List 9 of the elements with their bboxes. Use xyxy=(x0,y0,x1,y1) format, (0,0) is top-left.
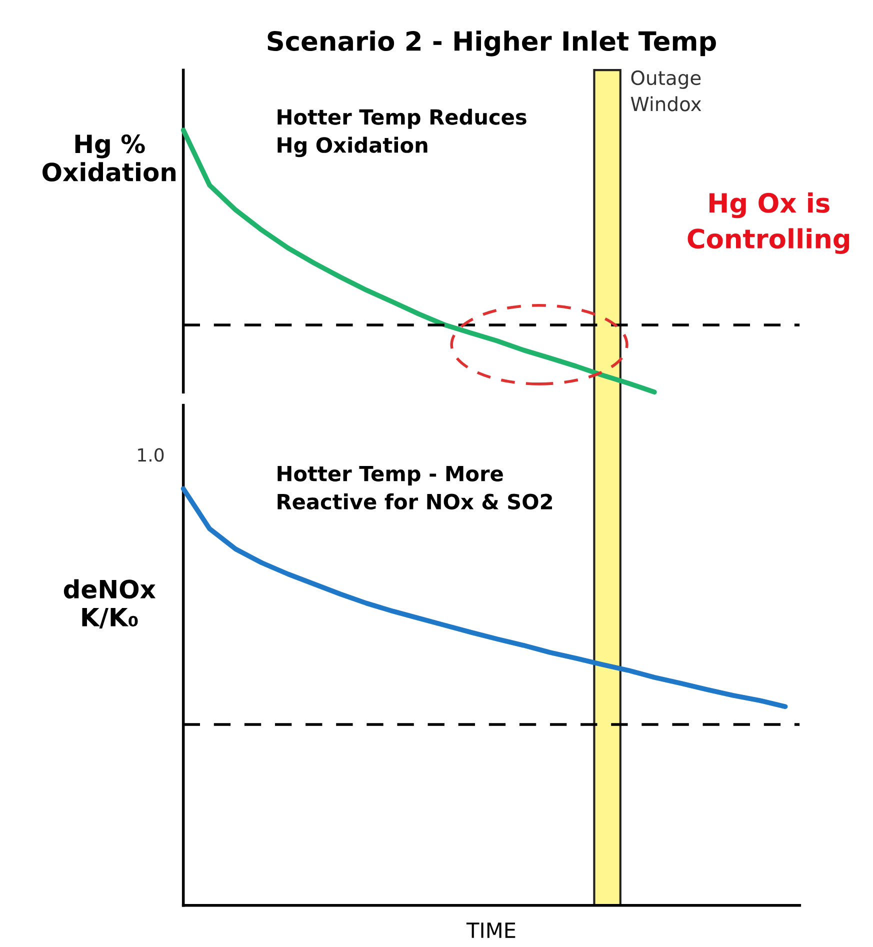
y-axis-title: deNOx K/K₀ xyxy=(64,579,156,629)
annotation: Hotter Temp Reduces Hg Oxidation xyxy=(278,108,526,158)
chart-title: Scenario 2 - Higher Inlet Temp xyxy=(268,30,716,56)
annotation: Hotter Temp - More Reactive for NOx & SO2 xyxy=(278,466,552,510)
text: Outage Windox xyxy=(630,70,702,112)
text: 1.0 xyxy=(138,448,164,462)
x-axis-title: TIME xyxy=(466,922,516,938)
annotation: Hg Ox is Controlling xyxy=(688,192,850,254)
y-axis-title: Hg % Oxidation xyxy=(42,134,176,182)
